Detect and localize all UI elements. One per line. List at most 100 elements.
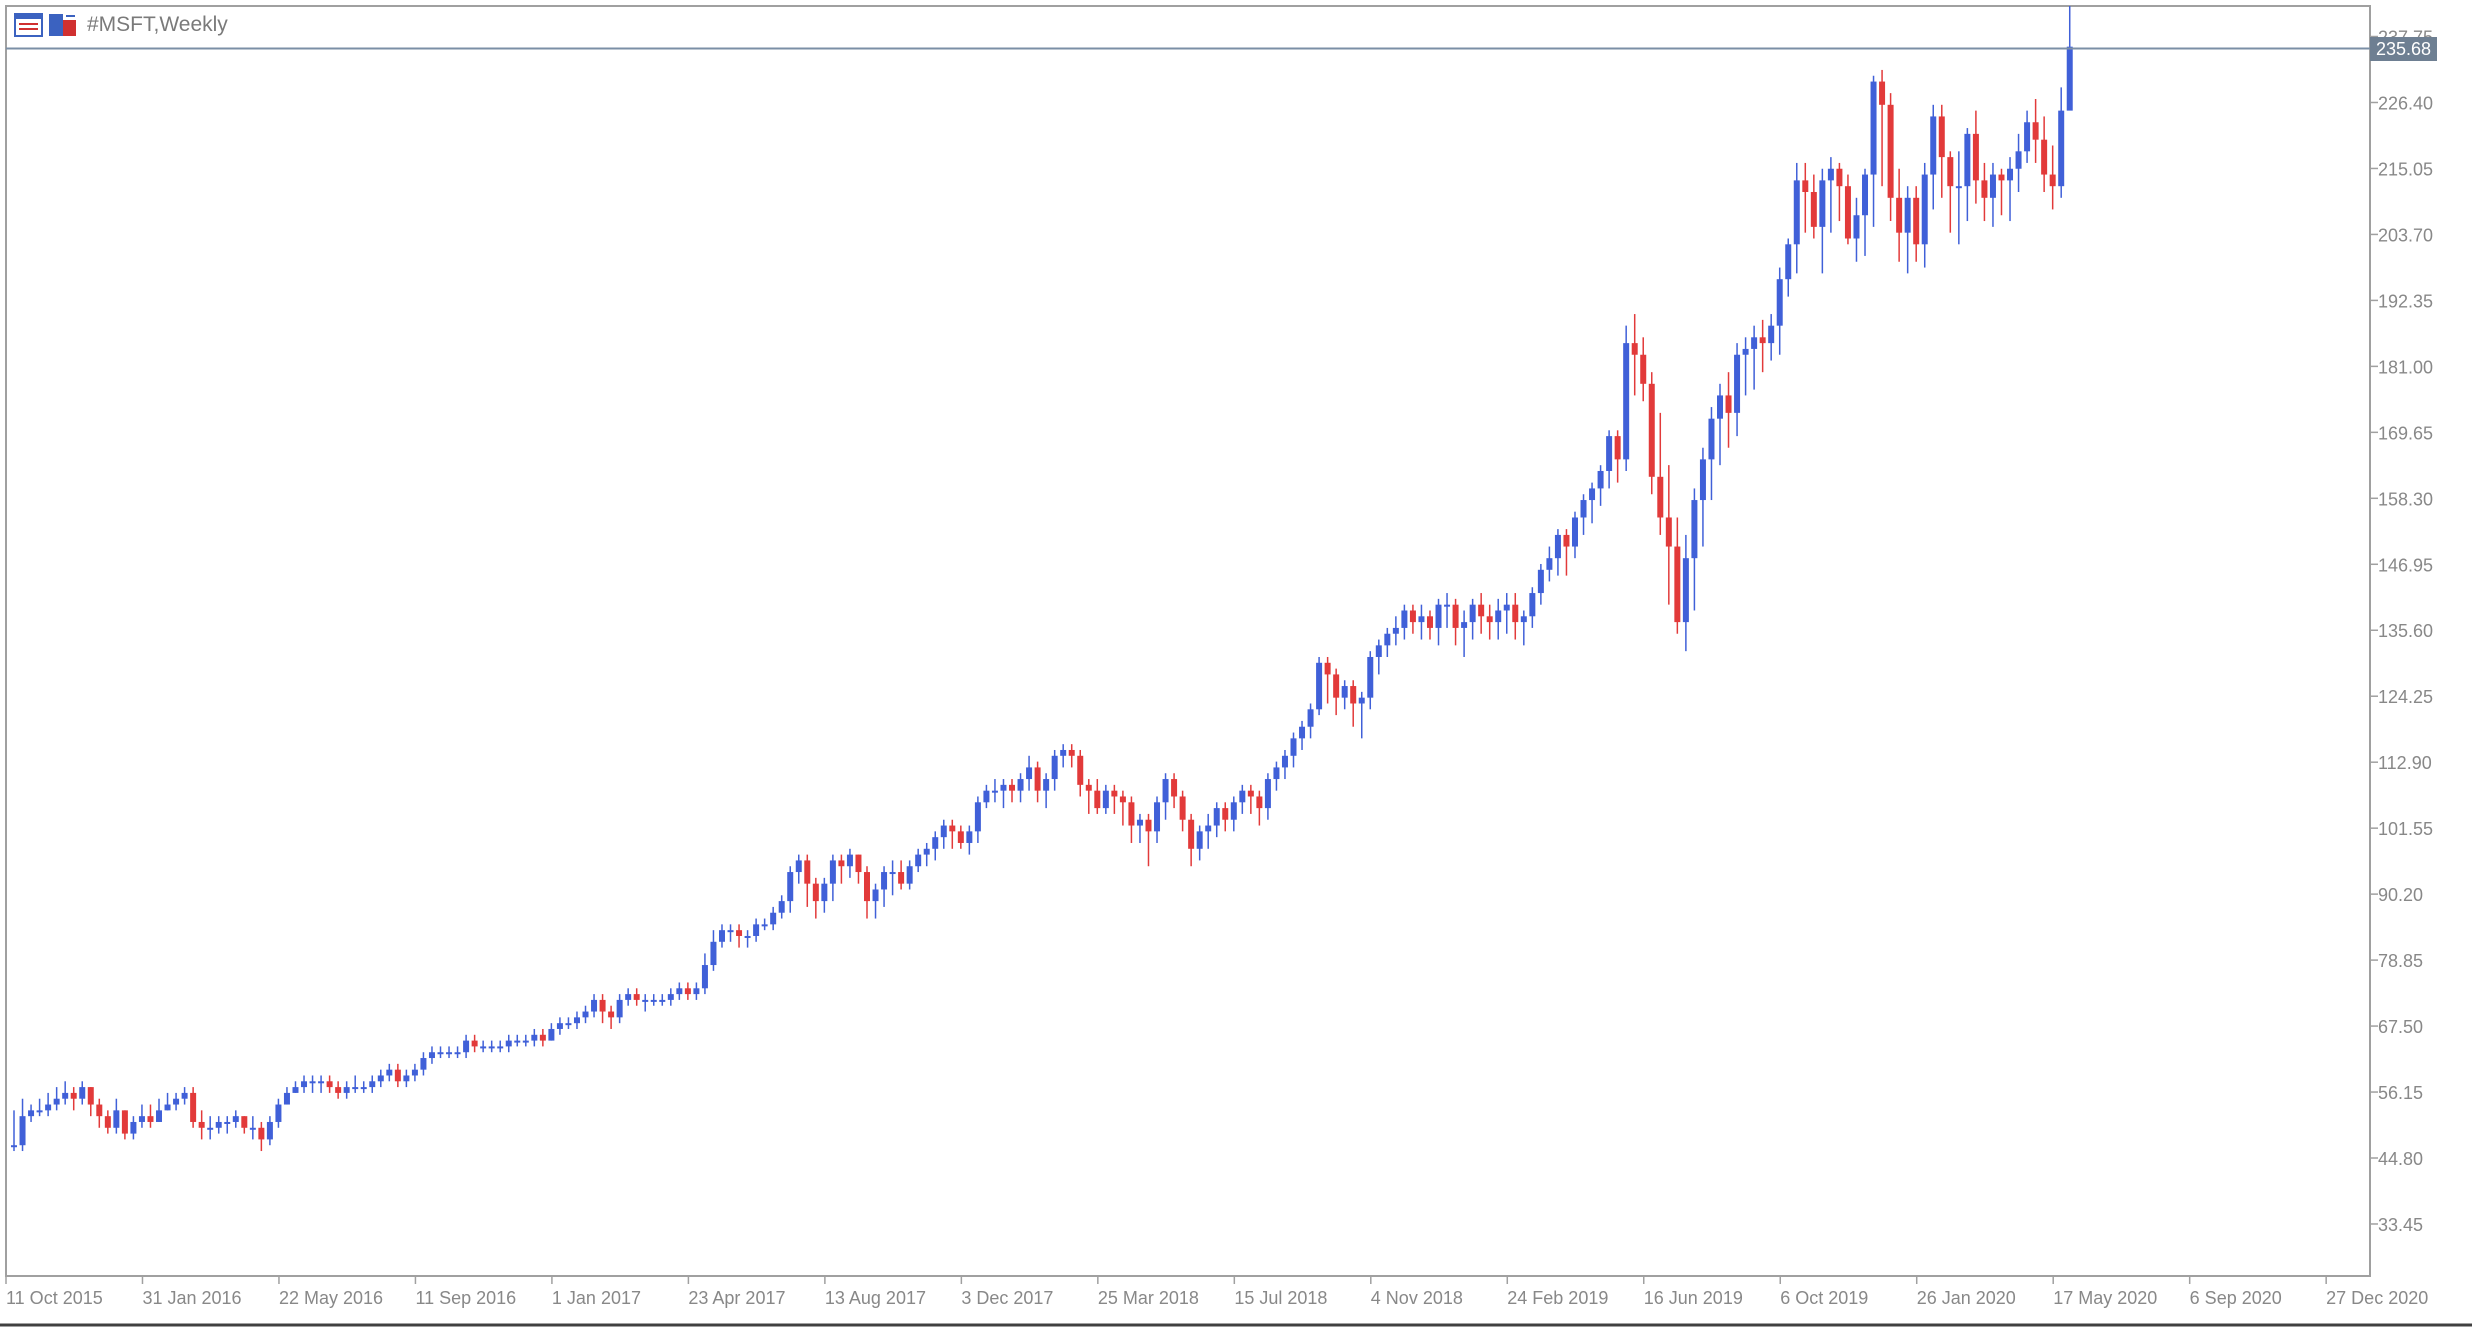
candle-bear	[121, 1110, 128, 1134]
x-tick-label: 22 May 2016	[279, 1288, 383, 1308]
candle-bull	[1580, 500, 1587, 518]
candle-bull	[1375, 645, 1382, 657]
candle-bull	[1196, 831, 1203, 849]
candle-bull	[650, 999, 657, 1002]
candle-bull	[343, 1087, 350, 1093]
candle-bear	[1981, 180, 1988, 198]
candle-bear	[1179, 796, 1186, 820]
candle-bear	[326, 1081, 333, 1088]
candle-bear	[1128, 802, 1135, 826]
x-tick-label: 23 Apr 2017	[688, 1288, 785, 1308]
candle-bull	[1469, 604, 1476, 623]
candle-bull	[1691, 500, 1698, 559]
candle-bear	[864, 872, 870, 902]
y-tick-label: 158.30	[2378, 489, 2433, 509]
candle-bull	[573, 1017, 580, 1024]
chart-properties-icon[interactable]	[48, 12, 78, 38]
candle-bear	[2049, 174, 2056, 187]
candle-bull	[906, 866, 913, 884]
candle-bear	[2041, 139, 2048, 175]
candle-bull	[1043, 779, 1050, 791]
candle-bull	[1401, 610, 1408, 628]
candle-bear	[1077, 755, 1084, 785]
candle-bull	[642, 999, 649, 1002]
chart-window-icon[interactable]	[14, 12, 44, 38]
candle-bull	[565, 1023, 572, 1026]
candle-bull	[266, 1121, 273, 1140]
candle-bull	[1870, 81, 1877, 175]
candle-bull	[1742, 348, 1749, 355]
candle-bull	[522, 1040, 529, 1043]
y-tick-label: 181.00	[2378, 357, 2433, 377]
candle-bull	[881, 872, 888, 890]
candle-bull	[1000, 784, 1007, 791]
candle-bull	[1281, 755, 1288, 768]
candle-bull	[1239, 790, 1246, 803]
chart-symbol-title: #MSFT,Weekly	[87, 13, 228, 36]
candle-bull	[232, 1116, 239, 1122]
candle-bull	[2007, 168, 2014, 181]
candle-bull	[744, 935, 751, 938]
candle-bull	[11, 1145, 17, 1148]
candle-bear	[1034, 767, 1041, 791]
candle-bull	[1520, 616, 1527, 623]
candle-bull	[1230, 802, 1237, 820]
candle-bull	[505, 1040, 512, 1047]
candle-bull	[693, 988, 700, 995]
candle-bull	[497, 1046, 504, 1049]
candle-bear	[1512, 604, 1519, 623]
x-tick-label: 11 Oct 2015	[6, 1288, 103, 1308]
y-tick-label: 44.80	[2378, 1149, 2423, 1169]
candle-bull	[1853, 215, 1860, 239]
candle-bull	[275, 1104, 282, 1122]
y-tick-label: 226.40	[2378, 93, 2433, 113]
candle-bull	[915, 854, 922, 867]
candle-bear	[1648, 383, 1655, 477]
candle-bull	[1589, 488, 1596, 501]
candle-bull	[1571, 517, 1578, 547]
candle-bull	[1776, 279, 1783, 326]
candle-bull	[1418, 616, 1425, 623]
candle-bull	[156, 1110, 163, 1122]
price-axis[interactable]: 237.75226.40215.05203.70192.35181.00169.…	[2370, 28, 2433, 1235]
y-tick-label: 56.15	[2378, 1083, 2423, 1103]
time-axis[interactable]: 11 Oct 2015 31 Jan 2016 22 May 2016 11 Sep …	[5, 1276, 2428, 1308]
candle-bull	[2024, 122, 2031, 152]
candle-bull	[770, 912, 777, 925]
candle-bull	[2015, 151, 2022, 169]
candle-bull	[1751, 337, 1758, 349]
candle-bull	[1341, 686, 1348, 698]
x-tick-label: 27 Dec 2020	[2326, 1288, 2428, 1308]
candle-bull	[1597, 470, 1604, 489]
candle-bear	[1631, 343, 1638, 355]
candle-bull	[1904, 197, 1911, 233]
candle-bear	[258, 1127, 265, 1140]
candle-bull	[591, 999, 598, 1012]
candle-bear	[539, 1034, 546, 1041]
candle-bull	[923, 848, 930, 855]
candle-bull	[1273, 767, 1280, 780]
candle-bull	[1793, 180, 1800, 245]
candle-bull	[1989, 174, 1996, 198]
candle-bull	[787, 872, 794, 902]
y-tick-label: 67.50	[2378, 1017, 2423, 1037]
y-tick-label: 215.05	[2378, 159, 2433, 179]
candle-bear	[898, 872, 905, 884]
candle-bear	[838, 860, 845, 867]
candle-bull	[761, 924, 768, 927]
candle-bear	[1563, 534, 1570, 547]
candle-bull	[718, 930, 725, 942]
y-tick-label: 203.70	[2378, 225, 2433, 245]
candle-bull	[28, 1110, 35, 1117]
candle-bull	[309, 1081, 316, 1084]
candle-bull	[488, 1046, 495, 1049]
candle-bull	[974, 802, 981, 832]
candle-bull	[1358, 697, 1365, 704]
candle-bull	[1503, 604, 1510, 611]
candle-bear	[1836, 168, 1843, 187]
candle-bull	[1213, 808, 1220, 826]
candle-bull	[53, 1098, 60, 1105]
x-tick-label: 3 Dec 2017	[961, 1288, 1053, 1308]
y-tick-label: 101.55	[2378, 819, 2433, 839]
